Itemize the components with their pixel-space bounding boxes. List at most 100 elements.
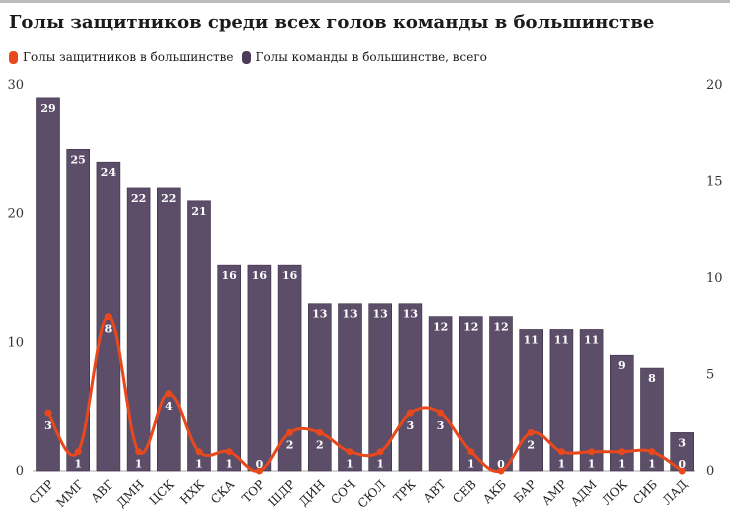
y-left-tick-label: 20 <box>7 207 24 222</box>
line-point <box>255 467 263 475</box>
line-value-label: 1 <box>376 458 384 471</box>
bar-value-label: 22 <box>131 192 146 205</box>
x-category-label: ДИН <box>296 477 328 509</box>
x-category-label: АМР <box>539 477 570 508</box>
line-value-label: 1 <box>135 458 143 471</box>
line-value-label: 4 <box>165 400 173 413</box>
bar <box>489 316 513 472</box>
line-point <box>195 448 203 456</box>
legend-item-defense[interactable]: Голы защитников в большинстве <box>9 50 234 64</box>
legend-swatch-team <box>241 50 251 64</box>
line-point <box>648 448 656 456</box>
x-category-label: АДМ <box>568 477 600 509</box>
y-right-tick-label: 20 <box>706 78 723 93</box>
line-point <box>346 448 354 456</box>
bar <box>66 149 90 472</box>
line-value-label: 1 <box>346 458 354 471</box>
line-value-label: 3 <box>407 419 415 432</box>
legend-swatch-defense <box>9 50 18 64</box>
bar-value-label: 21 <box>191 205 206 218</box>
bar <box>187 200 211 472</box>
y-right-tick-label: 10 <box>706 271 723 286</box>
bar-value-label: 13 <box>373 308 388 321</box>
line-value-label: 3 <box>44 419 52 432</box>
x-category-label: БАР <box>511 477 539 505</box>
bar-value-label: 11 <box>554 333 569 346</box>
x-category-label: ТРК <box>391 477 419 505</box>
bar-value-label: 16 <box>282 269 298 282</box>
x-category-label: АКБ <box>480 477 509 506</box>
y-left-tick-label: 30 <box>7 78 24 93</box>
line-value-label: 1 <box>195 458 203 471</box>
line-point <box>588 448 596 456</box>
bar <box>609 354 634 472</box>
line-value-label: 0 <box>497 458 505 471</box>
bar-value-label: 16 <box>252 269 268 282</box>
bar-value-label: 13 <box>342 308 357 321</box>
bar <box>247 264 272 472</box>
legend-label-team: Голы команды в большинстве, всего <box>255 50 487 64</box>
bar-value-label: 8 <box>648 372 656 385</box>
bar-value-label: 12 <box>493 321 508 334</box>
x-category-label: ШДР <box>266 477 298 509</box>
bar-value-label: 9 <box>618 359 626 372</box>
bar <box>368 303 393 472</box>
x-category-label: СОЧ <box>328 477 358 507</box>
x-category-label: СКА <box>208 477 237 506</box>
legend: Голы защитников в большинстве Голы коман… <box>9 50 495 64</box>
y-right-tick-label: 0 <box>706 464 714 479</box>
legend-label-defense: Голы защитников в большинстве <box>23 50 234 64</box>
x-category-label: ММГ <box>53 477 86 510</box>
line-value-label: 1 <box>74 458 82 471</box>
x-category-label: ЛАД <box>660 477 690 507</box>
bar <box>428 316 453 472</box>
line-point <box>618 448 626 456</box>
line-value-label: 0 <box>256 458 264 471</box>
line-point <box>557 448 565 456</box>
line-value-label: 1 <box>648 458 656 471</box>
defense-goals-line <box>46 315 684 474</box>
line-point <box>406 409 414 417</box>
line-value-label: 3 <box>437 419 445 432</box>
y-right-tick-label: 15 <box>706 175 723 190</box>
x-category-label: СЕВ <box>450 477 479 506</box>
x-category-label: ДМН <box>114 477 147 510</box>
line-value-label: 2 <box>316 438 324 451</box>
bar-value-label: 24 <box>101 166 117 179</box>
x-category-label: АВГ <box>88 477 116 505</box>
bar <box>217 264 241 472</box>
bar-value-label: 22 <box>161 192 176 205</box>
y-left-tick-label: 10 <box>7 335 24 350</box>
line-point <box>225 448 233 456</box>
y-right-tick-label: 5 <box>706 368 714 383</box>
line-value-label: 1 <box>588 458 596 471</box>
line-point <box>678 467 686 475</box>
legend-item-team[interactable]: Голы команды в большинстве, всего <box>241 50 487 64</box>
bar-value-label: 16 <box>222 269 238 282</box>
line-point <box>286 428 294 436</box>
bar <box>579 329 604 472</box>
bar-value-label: 29 <box>40 102 55 115</box>
line-point <box>497 467 505 475</box>
line-value-label: 1 <box>618 458 626 471</box>
x-category-label: СЮЛ <box>355 477 389 511</box>
bar-value-label: 12 <box>433 321 448 334</box>
line-point <box>135 448 143 456</box>
bar <box>398 303 423 472</box>
bar-value-label: 25 <box>71 153 86 166</box>
bar <box>36 97 60 472</box>
bar-value-label: 3 <box>678 436 686 449</box>
line-point <box>376 448 384 456</box>
x-category-label: ТОР <box>239 477 267 505</box>
line-value-label: 1 <box>225 458 233 471</box>
line-point <box>104 313 112 321</box>
bar <box>549 329 574 472</box>
x-category-label: ЛОК <box>599 477 630 508</box>
line-point <box>316 428 324 436</box>
line-value-label: 2 <box>527 438 535 451</box>
line-value-label: 2 <box>286 438 294 451</box>
x-category-label: АВТ <box>420 477 448 505</box>
chart-title: Голы защитников среди всех голов команды… <box>9 12 655 33</box>
line-point <box>437 409 445 417</box>
